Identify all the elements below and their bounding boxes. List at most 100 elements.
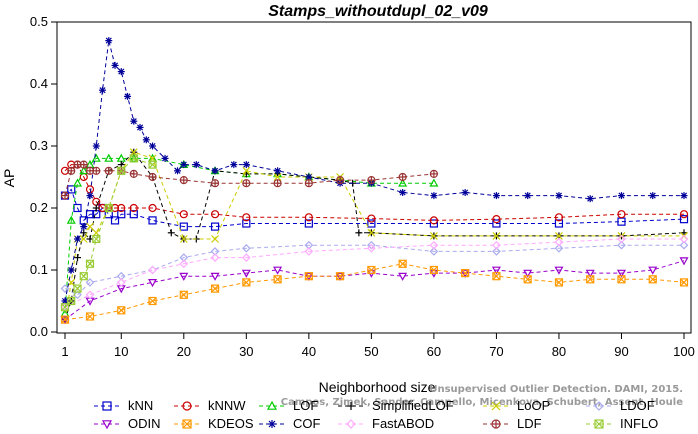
x-axis-label: Neighborhood size bbox=[319, 379, 436, 395]
data-point-knn bbox=[679, 215, 689, 224]
data-point-inflo bbox=[104, 203, 113, 213]
data-point-kdeos bbox=[85, 312, 95, 321]
y-tick-label: 0.5 bbox=[30, 14, 48, 29]
data-point-inflo bbox=[117, 166, 126, 175]
y-axis-label: AP bbox=[1, 169, 17, 188]
data-point-odin bbox=[616, 269, 626, 278]
data-point-ldf bbox=[273, 179, 282, 188]
data-point-loop bbox=[242, 166, 251, 175]
data-point-cof bbox=[649, 192, 657, 200]
data-point-knn bbox=[129, 210, 138, 219]
data-point-odin bbox=[554, 266, 564, 275]
data-point-cof bbox=[124, 92, 132, 100]
data-point-ldof bbox=[679, 240, 689, 250]
data-point-cof bbox=[99, 86, 107, 94]
data-point-inflo bbox=[92, 234, 101, 244]
series-line-ldof bbox=[64, 244, 684, 296]
data-point-fastabod bbox=[116, 278, 126, 287]
x-tick-label: 70 bbox=[489, 344, 503, 359]
series-line-simplifiedlof bbox=[64, 151, 685, 320]
data-point-odin bbox=[148, 279, 158, 288]
series-line-cof bbox=[64, 40, 684, 302]
x-tick-label: 50 bbox=[364, 344, 378, 359]
x-tick-label: 20 bbox=[177, 344, 191, 359]
data-point-lof bbox=[429, 178, 439, 187]
y-tick-label: 0.2 bbox=[30, 200, 48, 215]
data-point-knn bbox=[148, 216, 157, 225]
data-point-cof bbox=[305, 173, 313, 181]
data-point-kdeos bbox=[398, 259, 407, 268]
data-point-knnw bbox=[429, 216, 438, 225]
data-point-ldf bbox=[242, 179, 251, 188]
x-tick-label: 100 bbox=[673, 344, 695, 359]
data-point-cof bbox=[149, 142, 157, 150]
data-point-lof bbox=[79, 166, 89, 175]
data-point-odin bbox=[648, 266, 658, 275]
data-point-ldf bbox=[367, 176, 376, 185]
data-point-fastabod bbox=[210, 253, 220, 262]
legend-item-loop: LoOP bbox=[483, 398, 550, 413]
data-point-ldf bbox=[92, 166, 101, 175]
series-knnw bbox=[60, 160, 689, 225]
data-point-fastabod bbox=[679, 234, 689, 244]
data-point-loop bbox=[79, 235, 88, 243]
legend-label: INFLO bbox=[620, 416, 658, 431]
data-point-kdeos bbox=[210, 284, 220, 293]
data-point-kdeos bbox=[179, 290, 188, 299]
legend-item-knnw: kNNW bbox=[174, 398, 246, 413]
data-point-loop bbox=[555, 231, 563, 240]
data-point-cof bbox=[142, 136, 150, 144]
legend-marker bbox=[182, 419, 192, 429]
data-point-odin bbox=[241, 269, 251, 278]
data-point-knn bbox=[554, 219, 564, 228]
data-point-cof bbox=[617, 192, 625, 200]
legend-marker bbox=[266, 400, 278, 410]
data-point-fastabod bbox=[304, 247, 314, 256]
legend-item-knn: kNN bbox=[94, 398, 153, 413]
series-line-loop bbox=[64, 151, 684, 320]
data-point-odin bbox=[523, 269, 533, 278]
data-point-loop bbox=[429, 231, 438, 240]
legend-marker bbox=[101, 420, 113, 430]
data-point-knnw bbox=[679, 210, 689, 219]
data-point-knn bbox=[367, 219, 376, 228]
legend-item-cof: COF bbox=[259, 416, 321, 431]
data-point-loop bbox=[273, 173, 282, 181]
series-cof bbox=[61, 37, 688, 305]
data-point-ldof bbox=[429, 247, 439, 256]
data-point-ldf bbox=[304, 179, 313, 188]
data-point-kdeos bbox=[617, 275, 626, 284]
data-point-loop bbox=[86, 222, 94, 231]
x-tick-label: 30 bbox=[239, 344, 253, 359]
data-point-kdeos bbox=[586, 275, 595, 284]
data-point-cof bbox=[67, 266, 75, 274]
data-point-knn bbox=[304, 219, 313, 228]
data-point-cof bbox=[86, 192, 94, 200]
data-point-inflo bbox=[73, 284, 82, 293]
y-axis: 0.0 0.1 0.2 0.3 0.4 0.5 bbox=[30, 14, 57, 339]
data-point-ldof bbox=[617, 240, 626, 250]
data-point-knn bbox=[73, 203, 82, 213]
data-point-knnw bbox=[304, 213, 313, 222]
data-point-odin bbox=[679, 257, 689, 266]
legend-label: FastABOD bbox=[372, 416, 434, 431]
legend-label: kNNW bbox=[208, 398, 246, 413]
data-point-ldof bbox=[492, 247, 501, 256]
series-ldf bbox=[60, 160, 438, 200]
data-point-odin bbox=[273, 266, 283, 275]
data-point-cof bbox=[555, 192, 563, 200]
x-tick-label: 80 bbox=[552, 344, 566, 359]
plot-frame bbox=[56, 21, 692, 334]
data-point-fastabod bbox=[429, 240, 439, 250]
legend-item-fastabod: FastABOD bbox=[338, 416, 434, 431]
series-lof bbox=[60, 153, 439, 317]
data-point-kdeos bbox=[148, 296, 157, 306]
data-point-lof bbox=[66, 215, 76, 224]
x-tick-label: 40 bbox=[302, 344, 316, 359]
data-point-odin bbox=[491, 266, 501, 275]
data-point-knnw bbox=[129, 203, 138, 213]
series-line-fastabod bbox=[64, 238, 684, 308]
data-point-ldf bbox=[210, 179, 220, 188]
series-line-inflo bbox=[64, 157, 153, 308]
data-point-kdeos bbox=[117, 306, 126, 315]
